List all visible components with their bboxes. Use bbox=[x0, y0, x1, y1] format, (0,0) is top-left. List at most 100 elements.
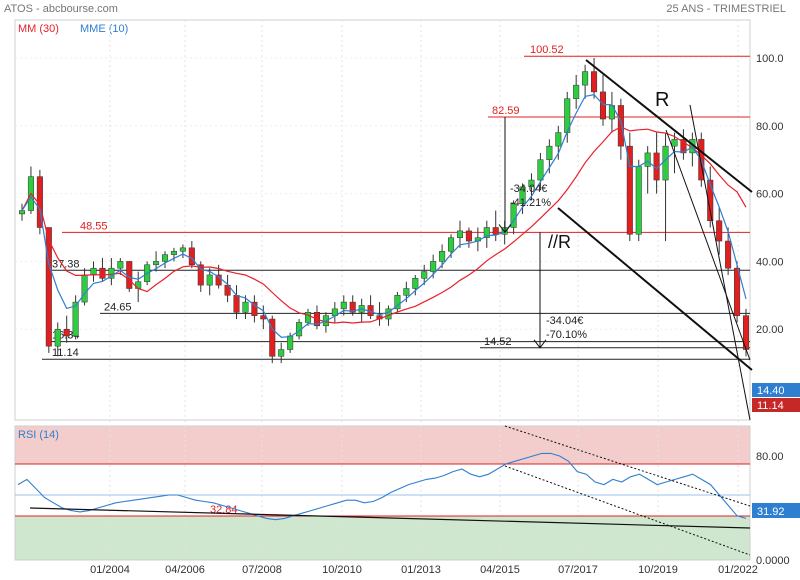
trendline-parallel bbox=[557, 207, 753, 371]
last-price-label: 14.40 bbox=[757, 385, 785, 397]
candle-up bbox=[582, 71, 589, 86]
candle-up bbox=[448, 237, 455, 252]
candle-down bbox=[269, 318, 276, 357]
last-price-box bbox=[752, 383, 800, 397]
candle-down bbox=[707, 179, 714, 221]
candle-up bbox=[412, 278, 419, 289]
x-tick-label: 07/2008 bbox=[242, 564, 282, 576]
rsi-y-tick-label: 80.00 bbox=[756, 451, 784, 463]
level-label: 37.38 bbox=[52, 258, 80, 270]
candle-up bbox=[573, 84, 580, 99]
x-tick-label: 10/2019 bbox=[638, 564, 678, 576]
chart-period: 25 ANS - TRIMESTRIEL bbox=[666, 3, 786, 15]
rsi-title: RSI (14) bbox=[18, 429, 59, 441]
candle-down bbox=[188, 247, 195, 266]
candle-down bbox=[45, 227, 52, 347]
candle-down bbox=[197, 264, 204, 286]
last-low-label: 11.14 bbox=[757, 400, 784, 412]
candle-up bbox=[340, 301, 347, 310]
trend-label-parallel: //R bbox=[548, 232, 571, 252]
candle-up bbox=[546, 145, 553, 160]
candle-up bbox=[278, 349, 285, 357]
x-tick-label: 07/2017 bbox=[558, 564, 598, 576]
candle-up bbox=[117, 261, 124, 269]
drop2-arrowhead bbox=[533, 339, 547, 349]
candle-down bbox=[680, 139, 687, 154]
candle-up bbox=[483, 227, 490, 238]
rsi-support-line bbox=[29, 507, 751, 529]
trend-label-r: R bbox=[655, 89, 669, 111]
level-label: 24.65 bbox=[104, 301, 132, 313]
candle-down bbox=[599, 91, 607, 120]
candle-up bbox=[662, 145, 669, 181]
y-tick-label: 20.00 bbox=[756, 324, 784, 336]
x-tick-label: 01/2004 bbox=[90, 564, 130, 576]
level-label: 14.52 bbox=[484, 336, 512, 348]
candle-up bbox=[671, 139, 678, 147]
candle-down bbox=[591, 71, 598, 93]
trendline-r bbox=[585, 59, 753, 193]
rsi-overbought-zone bbox=[15, 426, 750, 464]
x-tick-label: 01/2013 bbox=[401, 564, 441, 576]
candle-down bbox=[716, 220, 723, 242]
drop2-amount: -34.04€ bbox=[546, 315, 583, 327]
rsi-last-box bbox=[752, 503, 800, 518]
candle-up bbox=[430, 261, 437, 272]
x-tick-label: 10/2010 bbox=[322, 564, 362, 576]
candle-down bbox=[233, 295, 240, 313]
candle-down bbox=[626, 145, 633, 235]
rsi-trend-upper bbox=[504, 425, 751, 507]
candle-up bbox=[135, 281, 142, 289]
candle-up bbox=[519, 186, 526, 205]
candle-up bbox=[287, 335, 294, 350]
level-label: 100.52 bbox=[530, 44, 564, 56]
candle-up bbox=[528, 179, 535, 188]
candle-down bbox=[734, 267, 741, 316]
drop1-amount: -34.04€ bbox=[510, 183, 547, 195]
candle-up bbox=[54, 328, 61, 347]
level-label: 11.14 bbox=[52, 347, 79, 359]
trendline-steep-2 bbox=[665, 129, 751, 361]
candle-up bbox=[242, 301, 249, 313]
drop1-pct: -41.21% bbox=[510, 197, 551, 209]
candle-up bbox=[439, 250, 446, 262]
candle-down bbox=[99, 267, 106, 279]
y-tick-label: 40.00 bbox=[756, 256, 784, 268]
candle-down bbox=[349, 301, 356, 313]
candle-up bbox=[81, 274, 88, 303]
price-panel-frame bbox=[14, 19, 751, 421]
legend-mme10: MME (10) bbox=[80, 23, 129, 35]
mme10-line bbox=[21, 93, 747, 338]
candle-up bbox=[161, 254, 169, 262]
drop2-pct: -70.10% bbox=[546, 329, 587, 341]
candle-up bbox=[635, 166, 642, 235]
candle-down bbox=[215, 274, 222, 286]
candle-down bbox=[260, 315, 267, 320]
y-tick-label: 60.00 bbox=[756, 189, 784, 201]
legend-mm30: MM (30) bbox=[18, 23, 59, 35]
candle-down bbox=[617, 105, 624, 147]
candle-up bbox=[456, 230, 463, 238]
candle-up bbox=[90, 267, 97, 276]
rsi-last-label: 31.92 bbox=[757, 506, 785, 518]
x-tick-label: 01/2022 bbox=[718, 564, 758, 576]
candle-up bbox=[72, 301, 79, 337]
rsi-line bbox=[17, 452, 747, 521]
candle-up bbox=[403, 288, 410, 296]
last-low-box bbox=[752, 398, 800, 412]
candle-down bbox=[63, 328, 70, 337]
candle-up bbox=[555, 132, 562, 147]
candle-up bbox=[394, 295, 401, 310]
rsi-panel-frame bbox=[14, 425, 751, 561]
y-tick-label: 80.00 bbox=[756, 121, 784, 133]
candle-up bbox=[206, 274, 213, 286]
candle-up bbox=[179, 247, 186, 252]
chart-title: ATOS - abcbourse.com bbox=[4, 3, 118, 15]
candle-down bbox=[465, 230, 472, 242]
rsi-oversold-zone bbox=[15, 516, 750, 560]
level-label: 82.59 bbox=[492, 105, 520, 117]
candle-up bbox=[18, 210, 26, 215]
candle-up bbox=[153, 261, 160, 266]
rsi-trend-lower bbox=[504, 465, 751, 556]
